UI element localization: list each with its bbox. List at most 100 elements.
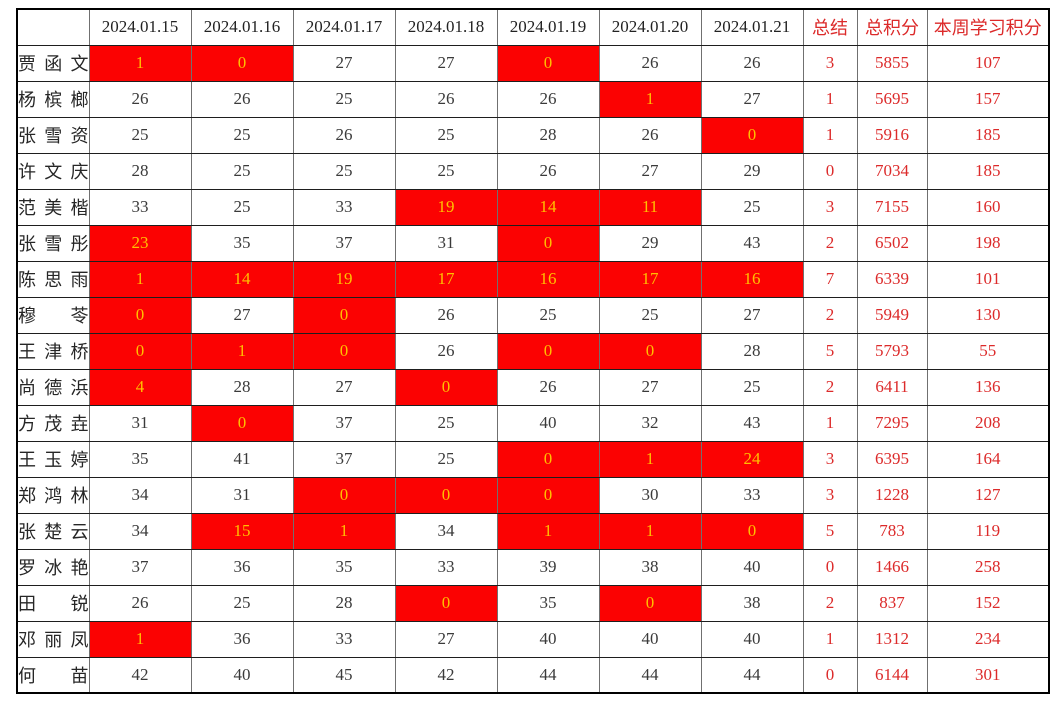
daily-score-cell-highlighted: 1 — [292, 512, 396, 550]
total-points-cell: 6411 — [856, 368, 928, 406]
weekly-points-cell: 101 — [926, 260, 1050, 298]
daily-score-cell: 40 — [700, 548, 804, 586]
daily-score-cell-highlighted: 16 — [700, 260, 804, 298]
daily-score-cell: 33 — [292, 188, 396, 226]
summary-count-cell: 3 — [802, 476, 858, 514]
daily-score-cell: 25 — [190, 152, 294, 190]
table-header: 2024.01.15 2024.01.16 2024.01.17 2024.01.18… — [16, 8, 1050, 46]
daily-score-cell-highlighted: 4 — [88, 368, 192, 406]
table-row: 尚德浜 4 28 27 0 26 27 25 2 6411 136 — [16, 368, 1050, 406]
total-points-cell: 6395 — [856, 440, 928, 478]
student-name-cell: 何 苗 — [16, 656, 90, 694]
daily-score-cell: 44 — [598, 656, 702, 694]
table-row: 范美楷 33 25 33 19 14 11 25 3 7155 160 — [16, 188, 1050, 226]
daily-score-cell: 31 — [190, 476, 294, 514]
total-points-cell: 6502 — [856, 224, 928, 262]
student-name-cell: 尚德浜 — [16, 368, 90, 406]
daily-score-cell: 33 — [88, 188, 192, 226]
daily-score-cell: 27 — [394, 620, 498, 658]
total-points-cell: 837 — [856, 584, 928, 622]
table-row: 田 锐 26 25 28 0 35 0 38 2 837 152 — [16, 584, 1050, 622]
daily-score-cell: 26 — [190, 80, 294, 118]
total-points-cell: 7155 — [856, 188, 928, 226]
summary-count-cell: 5 — [802, 332, 858, 370]
column-header-summary: 总积分 — [856, 8, 928, 46]
table-row: 张雪彤 23 35 37 31 0 29 43 2 6502 198 — [16, 224, 1050, 262]
daily-score-cell: 26 — [700, 44, 804, 82]
daily-score-cell-highlighted: 0 — [190, 44, 294, 82]
weekly-points-cell: 234 — [926, 620, 1050, 658]
table-row: 方茂垚 31 0 37 25 40 32 43 1 7295 208 — [16, 404, 1050, 442]
daily-score-cell: 27 — [394, 44, 498, 82]
weekly-points-cell: 258 — [926, 548, 1050, 586]
table-row: 何 苗 42 40 45 42 44 44 44 0 6144 301 — [16, 656, 1050, 694]
daily-score-cell: 27 — [190, 296, 294, 334]
daily-score-cell: 31 — [394, 224, 498, 262]
daily-score-cell: 42 — [88, 656, 192, 694]
daily-score-cell-highlighted: 19 — [394, 188, 498, 226]
total-points-cell: 6339 — [856, 260, 928, 298]
daily-score-cell: 34 — [394, 512, 498, 550]
summary-count-cell: 3 — [802, 188, 858, 226]
table-row: 张雪资 25 25 26 25 28 26 0 1 5916 185 — [16, 116, 1050, 154]
summary-count-cell: 3 — [802, 44, 858, 82]
summary-count-cell: 2 — [802, 296, 858, 334]
daily-score-cell: 45 — [292, 656, 396, 694]
daily-score-cell: 26 — [496, 152, 600, 190]
daily-score-cell: 43 — [700, 404, 804, 442]
daily-score-cell: 42 — [394, 656, 498, 694]
daily-score-cell-highlighted: 0 — [292, 476, 396, 514]
daily-score-cell: 25 — [496, 296, 600, 334]
summary-count-cell: 0 — [802, 656, 858, 694]
daily-score-cell-highlighted: 1 — [598, 512, 702, 550]
daily-score-cell-highlighted: 0 — [88, 332, 192, 370]
table-row: 郑鸿林 34 31 0 0 0 30 33 3 1228 127 — [16, 476, 1050, 514]
weekly-points-cell: 152 — [926, 584, 1050, 622]
table-row: 王玉婷 35 41 37 25 0 1 24 3 6395 164 — [16, 440, 1050, 478]
student-name-cell: 田 锐 — [16, 584, 90, 622]
column-header-date: 2024.01.18 — [394, 8, 498, 46]
daily-score-cell: 25 — [190, 116, 294, 154]
daily-score-cell-highlighted: 24 — [700, 440, 804, 478]
summary-count-cell: 2 — [802, 368, 858, 406]
daily-score-cell-highlighted: 0 — [496, 224, 600, 262]
daily-score-cell: 25 — [394, 404, 498, 442]
daily-score-cell: 25 — [598, 296, 702, 334]
student-name-cell: 范美楷 — [16, 188, 90, 226]
daily-score-cell: 28 — [700, 332, 804, 370]
student-name-cell: 杨槟榔 — [16, 80, 90, 118]
summary-count-cell: 7 — [802, 260, 858, 298]
daily-score-cell: 26 — [394, 80, 498, 118]
table-row: 张楚云 34 15 1 34 1 1 0 5 783 119 — [16, 512, 1050, 550]
column-header-summary: 总结 — [802, 8, 858, 46]
daily-score-cell: 29 — [700, 152, 804, 190]
daily-score-cell-highlighted: 0 — [598, 584, 702, 622]
student-name-cell: 陈思雨 — [16, 260, 90, 298]
daily-score-cell-highlighted: 0 — [496, 44, 600, 82]
daily-score-cell: 25 — [700, 368, 804, 406]
student-name-cell: 张楚云 — [16, 512, 90, 550]
daily-score-cell: 25 — [292, 152, 396, 190]
table-row: 罗冰艳 37 36 35 33 39 38 40 0 1466 258 — [16, 548, 1050, 586]
daily-score-cell: 33 — [394, 548, 498, 586]
weekly-points-cell: 164 — [926, 440, 1050, 478]
daily-score-cell: 26 — [598, 116, 702, 154]
summary-count-cell: 2 — [802, 584, 858, 622]
weekly-points-cell: 157 — [926, 80, 1050, 118]
daily-score-cell: 25 — [88, 116, 192, 154]
table-row: 王津桥 0 1 0 26 0 0 28 5 5793 55 — [16, 332, 1050, 370]
daily-score-cell: 26 — [394, 332, 498, 370]
daily-score-cell-highlighted: 1 — [496, 512, 600, 550]
daily-score-cell: 34 — [88, 476, 192, 514]
weekly-points-cell: 127 — [926, 476, 1050, 514]
daily-score-cell: 28 — [88, 152, 192, 190]
summary-count-cell: 2 — [802, 224, 858, 262]
daily-score-cell-highlighted: 1 — [190, 332, 294, 370]
summary-count-cell: 3 — [802, 440, 858, 478]
daily-score-cell: 35 — [292, 548, 396, 586]
daily-score-cell: 26 — [496, 368, 600, 406]
student-name-cell: 邓丽凤 — [16, 620, 90, 658]
column-header-date: 2024.01.19 — [496, 8, 600, 46]
daily-score-cell: 26 — [598, 44, 702, 82]
daily-score-cell: 28 — [292, 584, 396, 622]
